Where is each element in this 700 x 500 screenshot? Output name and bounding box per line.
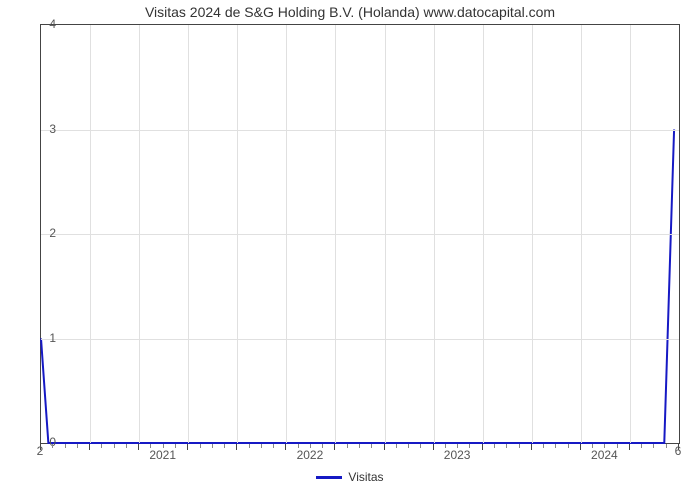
chart-container: Visitas 2024 de S&G Holding B.V. (Holand… [0, 0, 700, 500]
x-tick-major [285, 444, 286, 450]
gridline-v [581, 25, 582, 443]
x-tick-minor [273, 444, 274, 448]
x-tick-major [334, 444, 335, 450]
gridline-v [237, 25, 238, 443]
x-tick-minor [65, 444, 66, 448]
y-axis-label: 1 [26, 331, 56, 345]
gridline-v [335, 25, 336, 443]
gridline-v [630, 25, 631, 443]
x-tick-minor [653, 444, 654, 448]
legend: Visitas [0, 470, 700, 484]
gridline-v [532, 25, 533, 443]
gridline-h [41, 339, 679, 340]
x-tick-minor [52, 444, 53, 448]
x-tick-minor [494, 444, 495, 448]
x-tick-minor [519, 444, 520, 448]
x-tick-minor [126, 444, 127, 448]
x-tick-minor [666, 444, 667, 448]
x-axis-year-label: 2021 [149, 448, 176, 462]
x-tick-major [580, 444, 581, 450]
x-axis-year-label: 2022 [297, 448, 324, 462]
x-axis-year-label: 2024 [591, 448, 618, 462]
x-tick-major [629, 444, 630, 450]
gridline-h [41, 234, 679, 235]
gridline-v [188, 25, 189, 443]
x-tick-major [384, 444, 385, 450]
x-tick-minor [224, 444, 225, 448]
x-tick-minor [359, 444, 360, 448]
x-tick-minor [396, 444, 397, 448]
x-tick-minor [555, 444, 556, 448]
x-tick-minor [543, 444, 544, 448]
legend-swatch [316, 476, 342, 479]
x-tick-minor [408, 444, 409, 448]
x-tick-major [482, 444, 483, 450]
x-tick-major [187, 444, 188, 450]
gridline-v [139, 25, 140, 443]
y-axis-label: 3 [26, 122, 56, 136]
x-tick-minor [77, 444, 78, 448]
x-axis-end-label-right: 6 [675, 444, 682, 458]
y-axis-label: 4 [26, 17, 56, 31]
x-tick-minor [101, 444, 102, 448]
x-tick-minor [261, 444, 262, 448]
x-tick-major [89, 444, 90, 450]
x-tick-major [138, 444, 139, 450]
x-tick-minor [568, 444, 569, 448]
x-tick-major [236, 444, 237, 450]
x-tick-minor [641, 444, 642, 448]
x-tick-minor [420, 444, 421, 448]
legend-label: Visitas [348, 470, 383, 484]
chart-title: Visitas 2024 de S&G Holding B.V. (Holand… [0, 4, 700, 20]
gridline-v [483, 25, 484, 443]
x-tick-major [531, 444, 532, 450]
x-tick-minor [347, 444, 348, 448]
gridline-v [434, 25, 435, 443]
x-tick-minor [249, 444, 250, 448]
x-axis-year-label: 2023 [444, 448, 471, 462]
x-axis-end-label-left: 2 [37, 444, 44, 458]
x-tick-minor [506, 444, 507, 448]
x-tick-minor [212, 444, 213, 448]
gridline-v [385, 25, 386, 443]
x-tick-minor [200, 444, 201, 448]
x-tick-minor [114, 444, 115, 448]
x-tick-major [433, 444, 434, 450]
plot-area [40, 24, 680, 444]
gridline-h [41, 130, 679, 131]
y-axis-label: 2 [26, 226, 56, 240]
gridline-v [90, 25, 91, 443]
gridline-v [286, 25, 287, 443]
x-tick-minor [371, 444, 372, 448]
